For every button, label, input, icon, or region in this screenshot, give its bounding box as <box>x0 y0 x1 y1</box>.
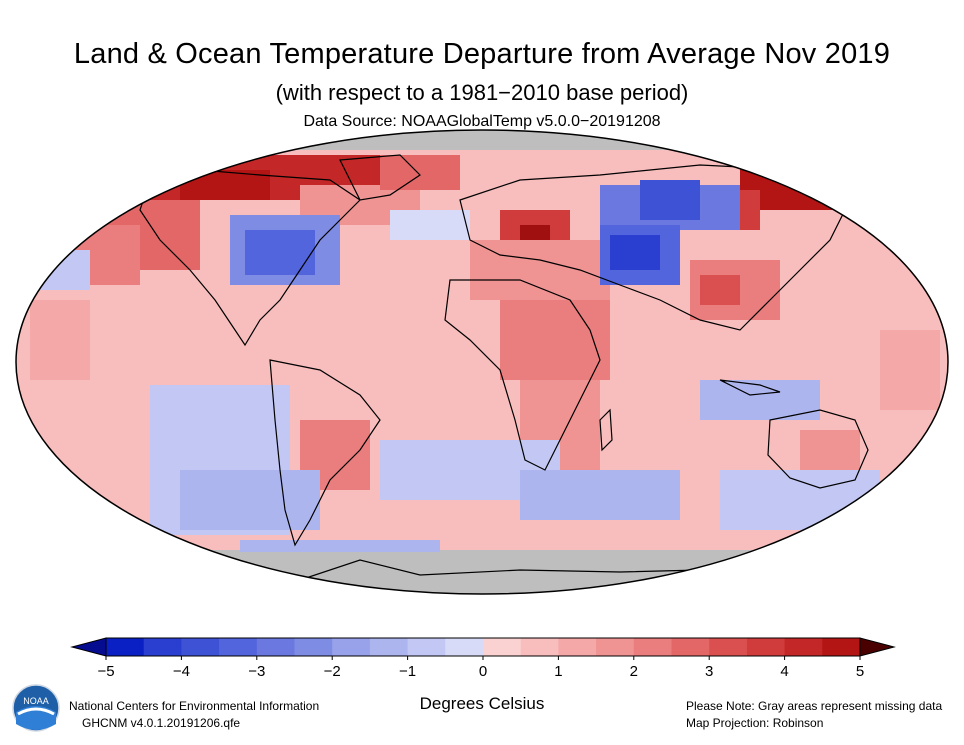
colorbar-swatch <box>219 638 258 656</box>
colorbar-tick-label: 1 <box>554 663 562 680</box>
colorbar-swatch <box>784 638 823 656</box>
colorbar-swatch <box>369 638 409 656</box>
colorbar-tick-label: 0 <box>479 663 487 680</box>
footer-missing-note: Please Note: Gray areas represent missin… <box>686 699 943 713</box>
colorbar-swatch <box>633 638 672 656</box>
colorbar-tick-label: −4 <box>173 663 190 680</box>
colorbar-swatch <box>671 638 710 656</box>
footer-ncei: National Centers for Environmental Infor… <box>69 699 320 713</box>
colorbar-swatch <box>520 638 559 656</box>
colorbar-high-arrow <box>859 637 896 657</box>
colorbar-swatch <box>596 638 635 656</box>
colorbar-swatch <box>143 638 182 656</box>
data-source: Data Source: NOAAGlobalTemp v5.0.0−20191… <box>303 113 661 130</box>
colorbar-swatch <box>445 638 484 656</box>
missing-north <box>16 130 948 150</box>
colorbar-swatch <box>407 638 446 656</box>
colorbar-tick-label: 5 <box>856 663 864 680</box>
colorbar-swatch <box>181 638 220 656</box>
missing-south <box>16 550 948 594</box>
colorbar-tick-label: 4 <box>780 663 788 680</box>
cool-anomalies <box>40 180 880 552</box>
colorbar-low-arrow <box>70 637 107 657</box>
colorbar-tick-label: −1 <box>399 663 416 680</box>
colorbar-tick-label: −2 <box>324 663 341 680</box>
colorbar: −5 −4 −3 −2 −1 0 1 2 3 4 5 <box>70 637 896 680</box>
subtitle: (with respect to a 1981−2010 base period… <box>275 80 689 105</box>
colorbar-swatch <box>256 638 295 656</box>
colorbar-unit-label: Degrees Celsius <box>419 694 545 713</box>
colorbar-swatch <box>294 638 333 656</box>
colorbar-tick-label: 3 <box>705 663 713 680</box>
svg-text:NOAA: NOAA <box>23 696 49 706</box>
footer-projection: Map Projection: Robinson <box>686 716 824 730</box>
colorbar-swatch <box>558 638 597 656</box>
colorbar-swatch <box>822 638 861 656</box>
colorbar-swatch <box>332 638 371 656</box>
colorbar-swatch <box>106 638 145 656</box>
anomaly-base <box>16 130 948 594</box>
colorbar-tick-label: −3 <box>248 663 265 680</box>
map-field <box>16 130 948 594</box>
colorbar-swatch <box>483 638 522 656</box>
colorbar-swatch <box>709 638 748 656</box>
colorbar-swatch <box>746 638 786 656</box>
noaa-logo-icon: NOAA <box>12 684 60 732</box>
map-outline <box>15 129 949 595</box>
footer-ghcnm: GHCNM v4.0.1.20191206.qfe <box>82 716 241 730</box>
colorbar-tick-label: −5 <box>97 663 114 680</box>
page-title: Land & Ocean Temperature Departure from … <box>73 38 891 70</box>
colorbar-tick-label: 2 <box>630 663 638 680</box>
